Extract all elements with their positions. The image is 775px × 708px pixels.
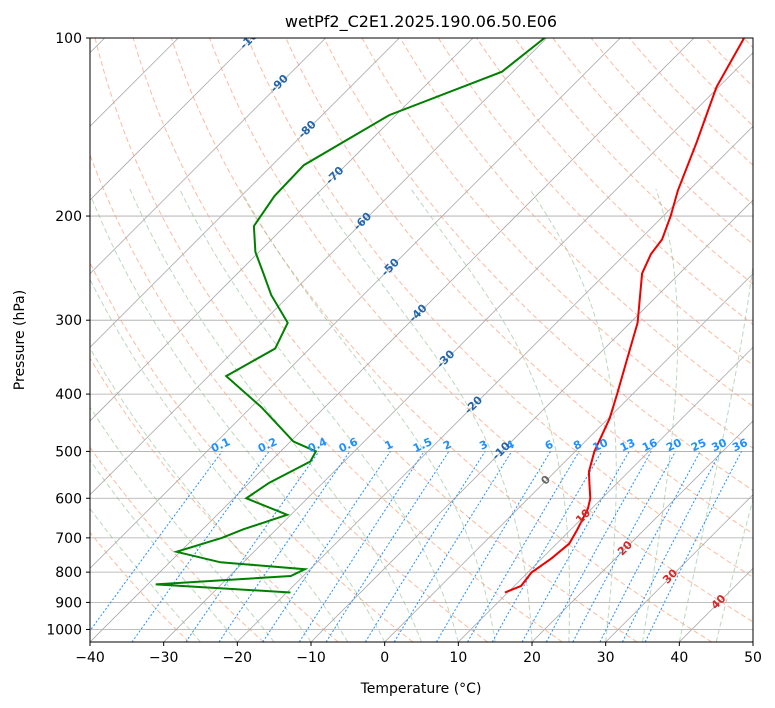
x-tick-label: 30 (597, 650, 615, 666)
mixing-ratio-line (572, 451, 676, 642)
x-tick-label: 50 (744, 650, 762, 666)
dry-adiabat (399, 38, 753, 408)
mixing-ratio-line (325, 451, 450, 642)
dry-adiabat (552, 38, 753, 245)
mixing-ratio-line (491, 451, 603, 642)
dry-adiabat (476, 38, 753, 326)
y-axis-label: Pressure (hPa) (12, 290, 28, 390)
isotherm (90, 38, 326, 275)
mixing-ratio-label: 30 (710, 436, 730, 454)
y-tick-label: 100 (55, 31, 82, 47)
mixing-ratio-label: 13 (618, 436, 637, 454)
moist-adiabat (90, 406, 275, 642)
dry-adiabat (170, 38, 712, 642)
y-tick-label: 1000 (46, 622, 82, 638)
y-tick-label: 800 (55, 565, 82, 581)
x-axis-label: Temperature (°C) (360, 681, 482, 697)
y-tick-label: 900 (55, 595, 82, 611)
x-tick-label: 10 (449, 650, 467, 666)
isotherm (605, 494, 753, 642)
moist-adiabat (529, 188, 617, 642)
dewpoint-profile (155, 38, 546, 594)
mixing-ratio-line (521, 451, 630, 642)
isotherm (90, 38, 253, 201)
x-tick-label: 0 (380, 650, 389, 666)
y-tick-label: 200 (55, 209, 82, 225)
dry-adiabat (590, 38, 753, 206)
mixing-ratio-line (364, 451, 486, 642)
isotherm (90, 38, 547, 496)
x-tick-label: −20 (223, 650, 253, 666)
moist-adiabat (90, 278, 349, 642)
mixing-ratio-line (218, 451, 351, 642)
y-axis: 100 200 300 400 500 600 700 800 900 1000 (46, 31, 90, 638)
mixing-ratio-label: 16 (640, 436, 660, 454)
x-tick-label: −30 (149, 650, 179, 666)
isotherm (90, 38, 474, 422)
mixing-ratio-line (393, 451, 513, 642)
temperature-profile (504, 38, 745, 594)
isotherm (310, 199, 753, 642)
x-tick-label: −40 (75, 650, 105, 666)
mixing-ratio-line (545, 451, 652, 642)
dry-adiabat (94, 38, 563, 642)
moist-adiabat (90, 347, 312, 642)
mixing-ratio-line (644, 451, 742, 642)
mixing-ratio-line (467, 451, 580, 642)
dry-adiabat (285, 38, 753, 535)
moist-adiabat (678, 261, 753, 642)
dry-adiabat (90, 153, 488, 642)
dry-adiabat (132, 38, 638, 642)
x-tick-label: 20 (523, 650, 541, 666)
y-tick-label: 700 (55, 531, 82, 547)
mixing-ratio-label: 20 (664, 436, 684, 454)
isotherm (90, 38, 695, 642)
mixing-ratio-label: 36 (730, 436, 750, 454)
moist-adiabat (90, 192, 386, 642)
isotherm (90, 38, 621, 569)
moist-adiabat (90, 459, 238, 642)
dry-adiabat (90, 531, 190, 642)
x-tick-label: 40 (670, 650, 688, 666)
moist-adiabat (90, 507, 201, 642)
chart-title: wetPf2_C2E1.2025.190.06.50.E06 (285, 12, 557, 32)
mixing-ratio-line (90, 451, 223, 632)
y-tick-label: 500 (55, 444, 82, 460)
isotherm (90, 38, 400, 348)
x-axis: −40 −30 −20 −10 0 10 20 30 40 50 (75, 642, 762, 666)
dry-adiabat (247, 38, 753, 578)
mixing-ratio-label: 25 (689, 436, 708, 454)
y-tick-label: 400 (55, 387, 82, 403)
isotherm (163, 52, 753, 642)
moist-adiabat (410, 188, 571, 642)
x-tick-label: −10 (296, 650, 326, 666)
dry-adiabat (323, 38, 753, 492)
isotherm (237, 125, 753, 642)
moist-adiabat (314, 188, 533, 642)
plot-area (90, 38, 753, 642)
dry-adiabat (437, 38, 753, 366)
isotherm (458, 346, 753, 642)
moist-adiabat (129, 188, 422, 642)
moist-adiabat (179, 188, 459, 642)
dry-adiabat (90, 261, 414, 642)
isotherm (384, 273, 753, 642)
dry-adiabat (209, 38, 753, 623)
mixing-ratio-line (185, 451, 320, 642)
mixing-ratio-label: 10 (591, 436, 611, 454)
plot-frame (89, 37, 754, 643)
mixing-ratio-line (435, 451, 552, 642)
y-tick-label: 600 (55, 491, 82, 507)
y-tick-label: 300 (55, 313, 82, 329)
isotherm (531, 420, 753, 642)
mixing-ratio-line (131, 451, 270, 642)
moist-adiabat (642, 188, 679, 642)
mixing-ratio-line (298, 451, 425, 642)
